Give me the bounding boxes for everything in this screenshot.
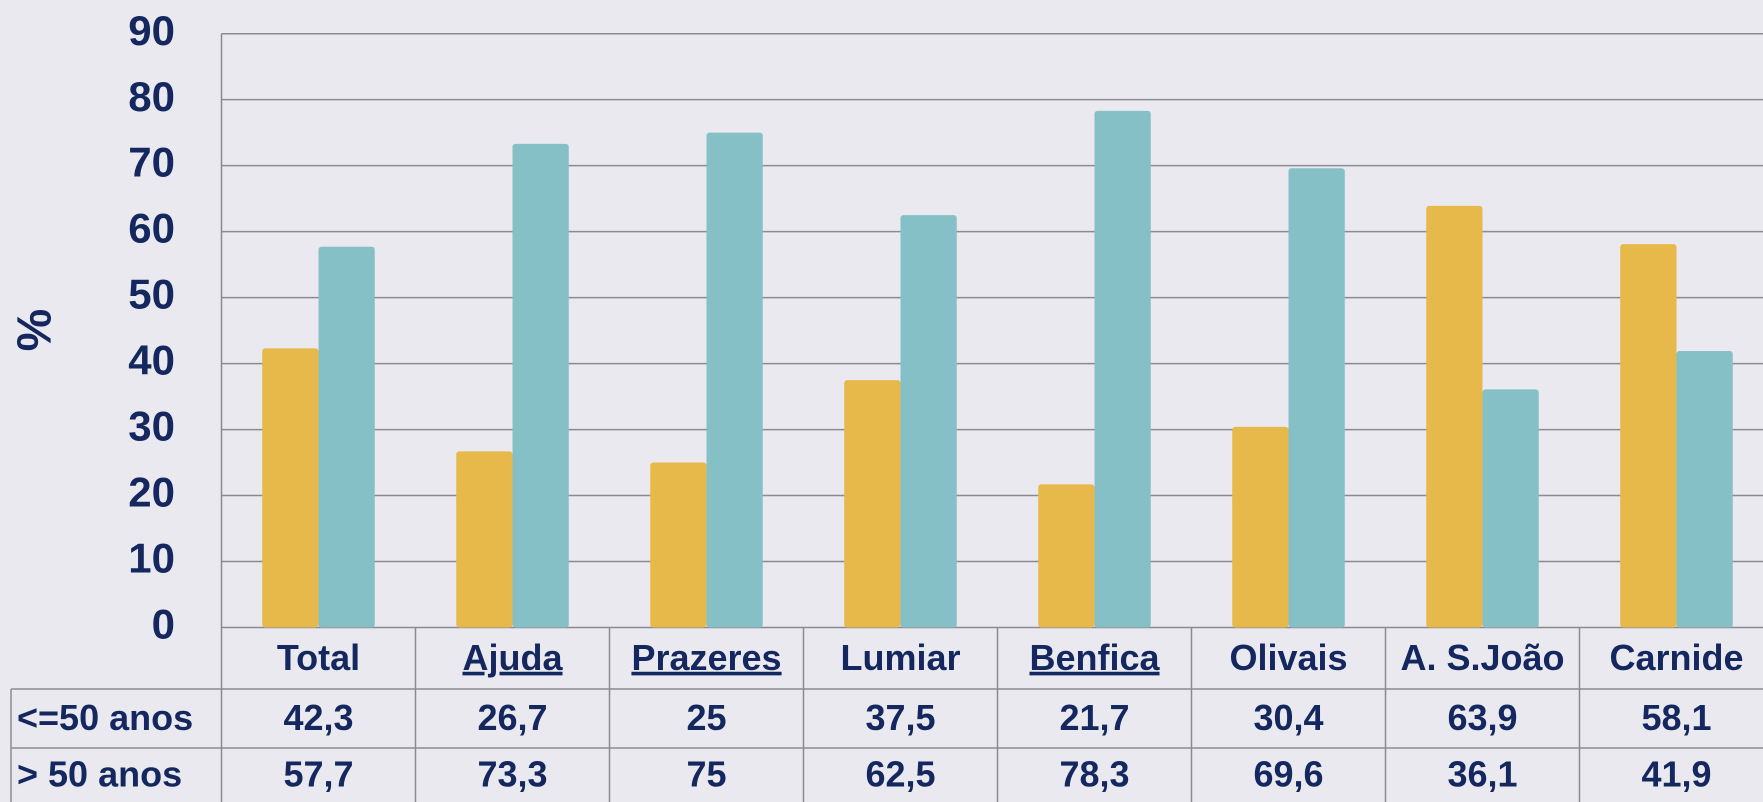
category-label: Prazeres (631, 637, 781, 678)
category-label: Benfica (1029, 637, 1160, 678)
table-value: 63,9 (1447, 697, 1517, 738)
bar (1676, 351, 1733, 628)
bar (1232, 426, 1289, 628)
y-tick-label: 30 (128, 403, 175, 450)
bar (262, 348, 319, 628)
table-value: 62,5 (865, 754, 935, 795)
bar (1288, 168, 1345, 628)
y-tick-label: 20 (128, 469, 175, 516)
bar (900, 215, 957, 628)
series-label: > 50 anos (17, 754, 182, 795)
table-value: 73,3 (477, 754, 547, 795)
bar (1426, 205, 1483, 628)
bar (1094, 110, 1151, 628)
table-value: 37,5 (865, 697, 935, 738)
y-tick-label: 50 (128, 271, 175, 318)
bar (706, 132, 763, 628)
y-tick-label: 10 (128, 535, 175, 582)
table-value: 57,7 (283, 754, 353, 795)
y-tick-label: 90 (128, 7, 175, 54)
category-label: A. S.João (1400, 637, 1564, 678)
y-axis-title: % (9, 309, 62, 352)
y-tick-label: 40 (128, 337, 175, 384)
y-tick-label: 70 (128, 139, 175, 186)
category-label: Lumiar (840, 637, 960, 678)
table-value: 25 (686, 697, 726, 738)
bar (844, 380, 901, 628)
bar (456, 451, 513, 628)
category-label: Carnide (1609, 637, 1743, 678)
category-label: Total (277, 637, 360, 678)
table-value: 36,1 (1447, 754, 1517, 795)
bar (318, 246, 375, 628)
bar (1038, 484, 1095, 628)
table-value: 78,3 (1059, 754, 1129, 795)
table-value: 42,3 (283, 697, 353, 738)
table-value: 30,4 (1253, 697, 1323, 738)
table-value: 58,1 (1641, 697, 1711, 738)
y-tick-label: 0 (152, 601, 175, 648)
table-value: 41,9 (1641, 754, 1711, 795)
category-label: Ajuda (462, 637, 563, 678)
table-value: 69,6 (1253, 754, 1323, 795)
bar (1620, 244, 1677, 628)
category-label: Olivais (1229, 637, 1347, 678)
bar (1482, 389, 1539, 628)
table-value: 21,7 (1059, 697, 1129, 738)
series-label: <=50 anos (17, 697, 193, 738)
bar (512, 143, 569, 628)
bar (650, 462, 707, 628)
table-value: 75 (686, 754, 726, 795)
table-value: 26,7 (477, 697, 547, 738)
y-tick-label: 60 (128, 205, 175, 252)
y-tick-label: 80 (128, 73, 175, 120)
